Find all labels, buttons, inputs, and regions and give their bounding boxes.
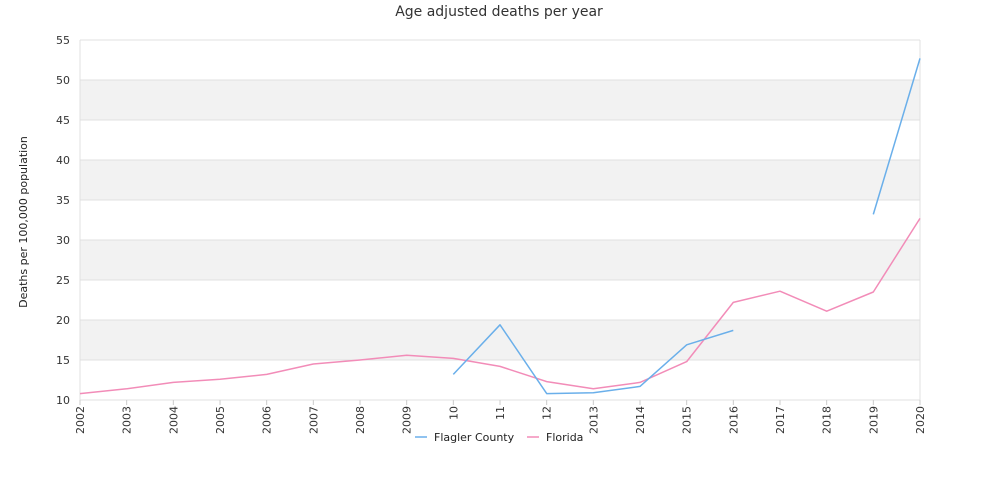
background-band xyxy=(80,80,920,120)
x-tick-label: 2004 xyxy=(167,406,180,434)
x-tick-label: 2007 xyxy=(307,406,320,434)
y-axis-title: Deaths per 100,000 population xyxy=(17,136,30,308)
x-tick-label: 2003 xyxy=(121,406,134,434)
legend-item-flagler[interactable]: Flagler County xyxy=(415,431,515,444)
background-band xyxy=(80,160,920,200)
chart-title: Age adjusted deaths per year xyxy=(395,4,603,20)
series-line-flagler[interactable] xyxy=(452,324,734,395)
x-tick-label: 2015 xyxy=(681,406,694,434)
x-tick-label: 2009 xyxy=(401,406,414,434)
y-axis-ticks: 10 15 20 25 30 35 40 45 50 55 xyxy=(56,34,70,407)
x-tick-label: 2008 xyxy=(354,406,367,434)
y-tick-label: 10 xyxy=(56,394,70,407)
y-tick-label: 40 xyxy=(56,154,70,167)
y-tick-label: 15 xyxy=(56,354,70,367)
x-tick-label: 2019 xyxy=(867,406,880,434)
x-tick-label: 2016 xyxy=(727,406,740,434)
background-bands xyxy=(80,80,920,360)
x-tick-label: 2017 xyxy=(774,406,787,434)
legend-item-florida[interactable]: Florida xyxy=(527,431,583,444)
y-tick-label: 55 xyxy=(56,34,70,47)
background-band xyxy=(80,240,920,280)
y-tick-label: 35 xyxy=(56,194,70,207)
gridlines xyxy=(79,39,921,405)
x-tick-label: 2013 xyxy=(587,406,600,434)
series-layer xyxy=(79,58,921,395)
y-tick-label: 30 xyxy=(56,234,70,247)
x-tick-label: 2005 xyxy=(214,406,227,434)
x-tick-label: 10 xyxy=(447,406,460,420)
series-line-flagler[interactable] xyxy=(872,58,921,215)
y-tick-label: 25 xyxy=(56,274,70,287)
legend-label-florida: Florida xyxy=(546,431,583,444)
x-tick-label: 2020 xyxy=(914,406,927,434)
x-tick-label: 12 xyxy=(541,406,554,420)
legend-label-flagler: Flagler County xyxy=(434,431,515,444)
x-tick-label: 11 xyxy=(494,406,507,420)
x-tick-label: 2018 xyxy=(821,406,834,434)
x-tick-label: 2014 xyxy=(634,406,647,434)
y-tick-label: 20 xyxy=(56,314,70,327)
background-band xyxy=(80,320,920,360)
x-tick-label: 2006 xyxy=(261,406,274,434)
legend: Flagler County Florida xyxy=(415,431,583,444)
x-tick-label: 2002 xyxy=(74,406,87,434)
y-tick-label: 45 xyxy=(56,114,70,127)
y-tick-label: 50 xyxy=(56,74,70,87)
series-line-florida[interactable] xyxy=(79,217,921,395)
x-axis-ticks: 2002 2003 2004 2005 2006 2007 2008 2009 10 11 12 20… xyxy=(74,406,927,434)
